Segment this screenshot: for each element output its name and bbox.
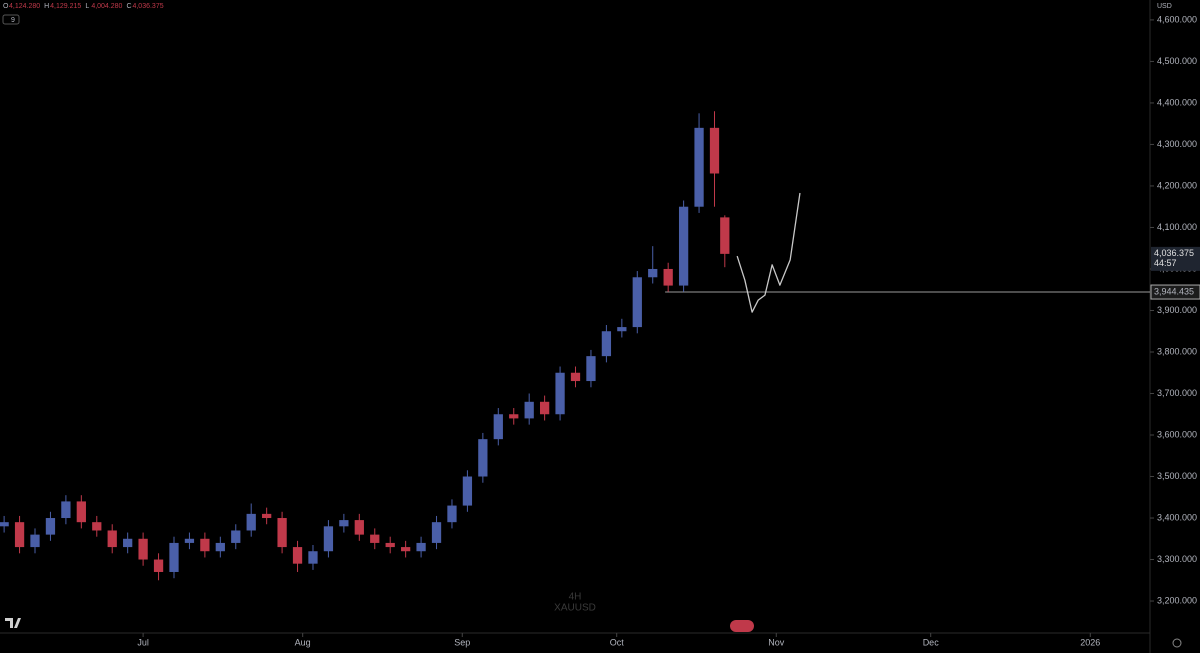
candle-body (323, 526, 334, 552)
candle-body (30, 534, 40, 548)
x-tick-label: Dec (923, 637, 940, 647)
candle-body (694, 127, 704, 207)
candle-body (617, 327, 627, 332)
settings-icon[interactable] (1172, 638, 1182, 648)
candle-body (123, 538, 133, 548)
candle-body (555, 372, 565, 415)
x-tick-label: Jul (137, 637, 149, 647)
y-tick-label: 3,700.000 (1157, 388, 1197, 398)
candle-body (447, 505, 457, 523)
ohlc-value: 4,036.375 (132, 3, 163, 10)
y-tick-label: 3,900.000 (1157, 305, 1197, 315)
candle-body (720, 217, 730, 254)
y-tick-label: 4,100.000 (1157, 222, 1197, 232)
candle-body (539, 401, 550, 415)
candle-body (92, 522, 102, 531)
candle-body (61, 501, 71, 519)
x-tick-label: Oct (610, 637, 625, 647)
watermark-symbol: XAUUSD (554, 603, 596, 614)
candle-body (370, 534, 380, 543)
y-tick-label: 3,800.000 (1157, 346, 1197, 356)
price-tag (1151, 246, 1200, 271)
y-tick-label: 3,400.000 (1157, 512, 1197, 522)
candle-body (138, 538, 148, 560)
candle-body (246, 513, 256, 531)
candle-body (586, 356, 596, 382)
ohlc-value: 4,129.215 (50, 3, 81, 10)
candle-body (385, 542, 395, 548)
candle-body (401, 547, 411, 552)
ohlc-key: C (126, 3, 131, 10)
candle-body (231, 530, 241, 543)
y-tick-label: 4,500.000 (1157, 56, 1197, 66)
candle-body (308, 551, 318, 564)
candle-body (509, 414, 519, 419)
ohlc-value: 4,124.280 (9, 3, 40, 10)
candle-body (524, 401, 534, 419)
candle-body (76, 501, 86, 523)
currency[interactable]: USD (1157, 3, 1172, 10)
candle-body (184, 538, 195, 543)
level-tag-label: 3,944.435 (1154, 286, 1194, 296)
candle-body (678, 206, 689, 286)
candle-body (632, 277, 642, 328)
candle-body (292, 547, 303, 564)
indicator-badge[interactable] (2, 14, 20, 25)
ohlc-value: 4,004.280 (91, 3, 122, 10)
candle-body (462, 476, 473, 506)
candle-body (416, 542, 426, 552)
ohlc-key: O (3, 3, 9, 10)
candle-body (570, 372, 581, 382)
candle-body (663, 268, 673, 286)
candle-body (45, 518, 56, 535)
candle-body (277, 518, 287, 548)
candle-body (0, 522, 9, 527)
x-tick-label: Aug (295, 637, 311, 647)
candle-body (648, 268, 658, 278)
ohlc-key: H (44, 3, 49, 10)
y-tick-label: 4,200.000 (1157, 180, 1197, 190)
candle-body (709, 127, 720, 174)
candle-body (169, 542, 179, 572)
candle-body (431, 522, 442, 543)
candle-body (107, 530, 117, 548)
y-tick-label: 3,600.000 (1157, 429, 1197, 439)
y-tick-label: 3,500.000 (1157, 471, 1197, 481)
y-tick-label: 4,400.000 (1157, 97, 1197, 107)
candle-body (493, 414, 503, 440)
candle-body (478, 439, 488, 477)
candle-body (262, 513, 272, 519)
x-tick-label: Sep (454, 637, 470, 647)
ohlc-key: L (85, 3, 89, 10)
y-tick-label: 3,200.000 (1157, 595, 1197, 605)
y-tick-label: 3,300.000 (1157, 554, 1197, 564)
candle-body (339, 520, 349, 527)
candle-body (601, 331, 612, 357)
x-tick-label: Nov (768, 637, 785, 647)
logo[interactable] (5, 618, 21, 628)
events-badge[interactable] (730, 620, 754, 632)
level-tag (1150, 284, 1200, 300)
candle-body (215, 542, 225, 552)
y-tick-label: 4,600.000 (1157, 14, 1197, 24)
projection-line (736, 192, 801, 313)
price-countdown: 44:57 (1154, 258, 1177, 268)
x-tick-label: 2026 (1080, 637, 1100, 647)
candle-body (153, 559, 164, 572)
candle-body (14, 522, 25, 548)
candle-body (200, 538, 210, 552)
price-tag-label: 4,036.375 (1154, 248, 1194, 258)
indicator-count: 9 (11, 17, 15, 24)
watermark-interval: 4H (569, 592, 582, 603)
y-tick-label: 4,300.000 (1157, 139, 1197, 149)
candle-body (354, 520, 364, 535)
